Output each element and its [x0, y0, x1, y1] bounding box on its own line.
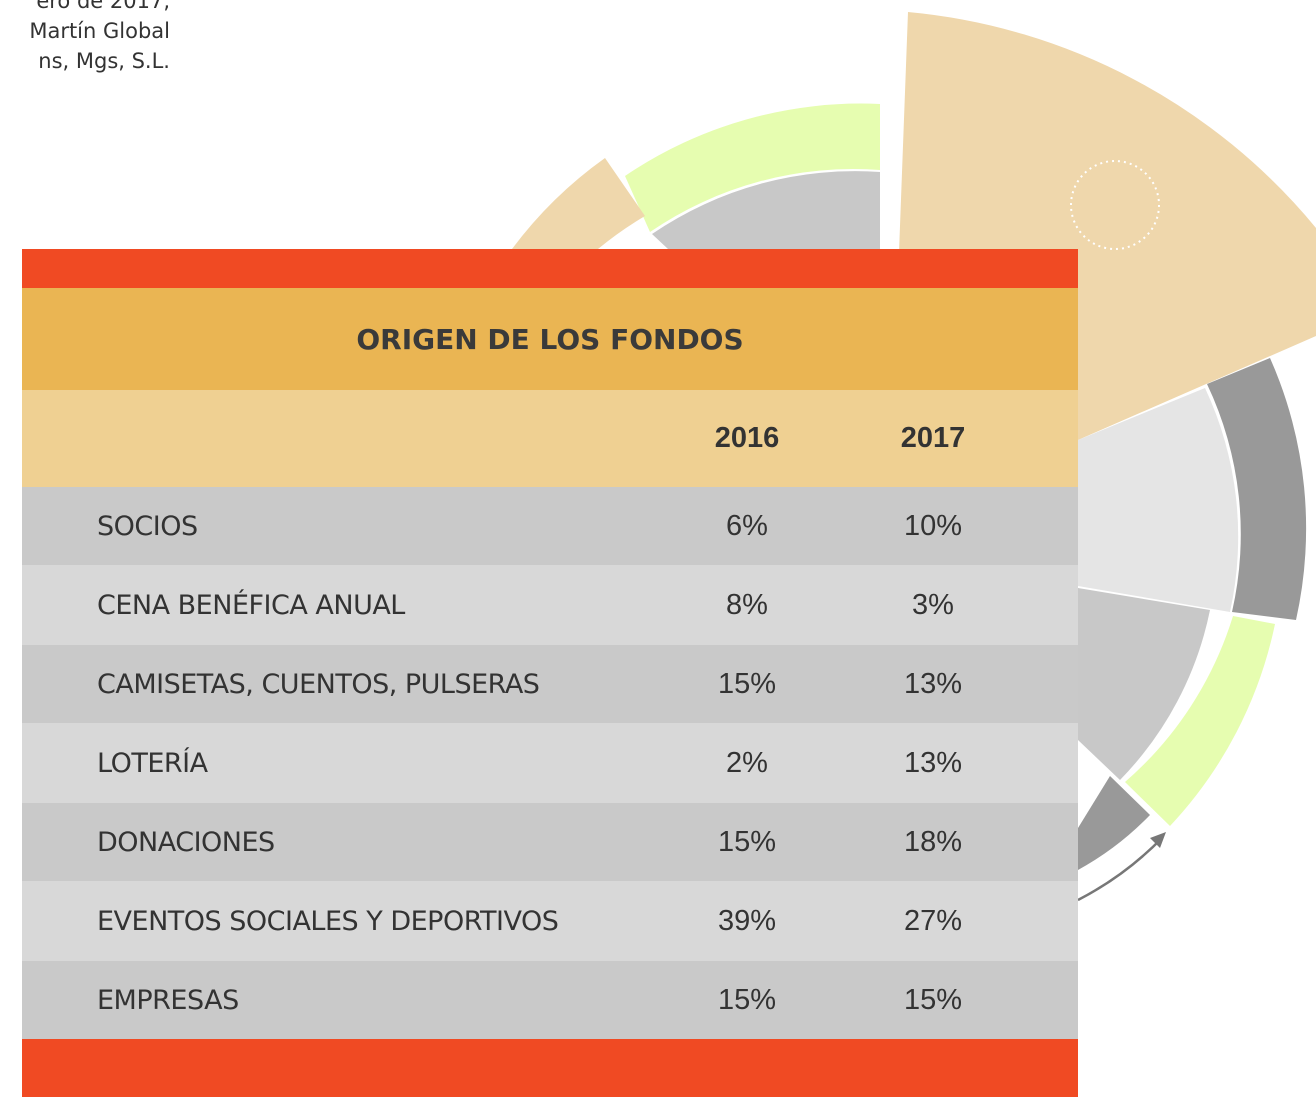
cell: 6% [726, 509, 768, 542]
cell: 8% [726, 588, 768, 621]
row-label: LOTERÍA [97, 747, 208, 779]
dotted-circle [1070, 160, 1160, 250]
note-line: ns, Mgs, S.L. [38, 49, 170, 73]
table-row: LOTERÍA 2% 13% [22, 723, 1078, 803]
cell: 10% [903, 509, 963, 542]
row-label: EMPRESAS [97, 984, 239, 1016]
row-label: CENA BENÉFICA ANUAL [97, 589, 405, 621]
column-header: 2016 [714, 422, 780, 454]
cell: 15% [903, 983, 963, 1016]
row-label: DONACIONES [97, 826, 275, 858]
table: ORIGEN DE LOS FONDOS 2016 2017 SOCIOS 6% 1… [22, 249, 1078, 1097]
note-line: ero de 2017, [36, 0, 170, 13]
arrow-head [1150, 832, 1166, 848]
table-row: EVENTOS SOCIALES Y DEPORTIVOS 39% 27% [22, 881, 1078, 961]
green-arc-top [625, 103, 880, 232]
bottom-band [22, 1039, 1078, 1097]
cell: 15% [717, 825, 777, 858]
dark-gray-small [1078, 776, 1150, 870]
mid-gray-sector [1078, 588, 1210, 780]
table-row: DONACIONES 15% 18% [22, 803, 1078, 881]
cell: 3% [912, 588, 954, 621]
note-line: Martín Global [29, 19, 170, 43]
tan-arc-small [512, 158, 645, 249]
green-arc-right [1125, 616, 1275, 826]
row-label: SOCIOS [97, 510, 198, 542]
note: ero de 2017, Martín Global ns, Mgs, S.L. [0, 0, 170, 76]
table-row: EMPRESAS 15% 15% [22, 961, 1078, 1039]
top-band [22, 249, 1078, 288]
table-body: SOCIOS 6% 10% CENA BENÉFICA ANUAL 8% 3% CAMISE… [22, 487, 1078, 1039]
gray-arc-top [652, 171, 880, 249]
cell: 27% [903, 904, 963, 937]
cell: 13% [903, 667, 963, 700]
cell: 15% [717, 983, 777, 1016]
cell: 2% [726, 746, 768, 779]
table-row: SOCIOS 6% 10% [22, 487, 1078, 565]
cell: 15% [717, 667, 777, 700]
table-row: CAMISETAS, CUENTOS, PULSERAS 15% 13% [22, 645, 1078, 723]
dark-gray-arc [1207, 358, 1307, 620]
cell: 13% [903, 746, 963, 779]
light-gray-sector [1078, 388, 1239, 612]
cell: 39% [717, 904, 777, 937]
header-row: 2016 2017 [22, 390, 1078, 487]
cell: 18% [903, 825, 963, 858]
table-row: CENA BENÉFICA ANUAL 8% 3% [22, 565, 1078, 645]
row-label: CAMISETAS, CUENTOS, PULSERAS [97, 668, 540, 700]
table-title: ORIGEN DE LOS FONDOS [22, 288, 1078, 390]
row-label: EVENTOS SOCIALES Y DEPORTIVOS [97, 905, 559, 937]
column-header: 2017 [900, 422, 966, 454]
